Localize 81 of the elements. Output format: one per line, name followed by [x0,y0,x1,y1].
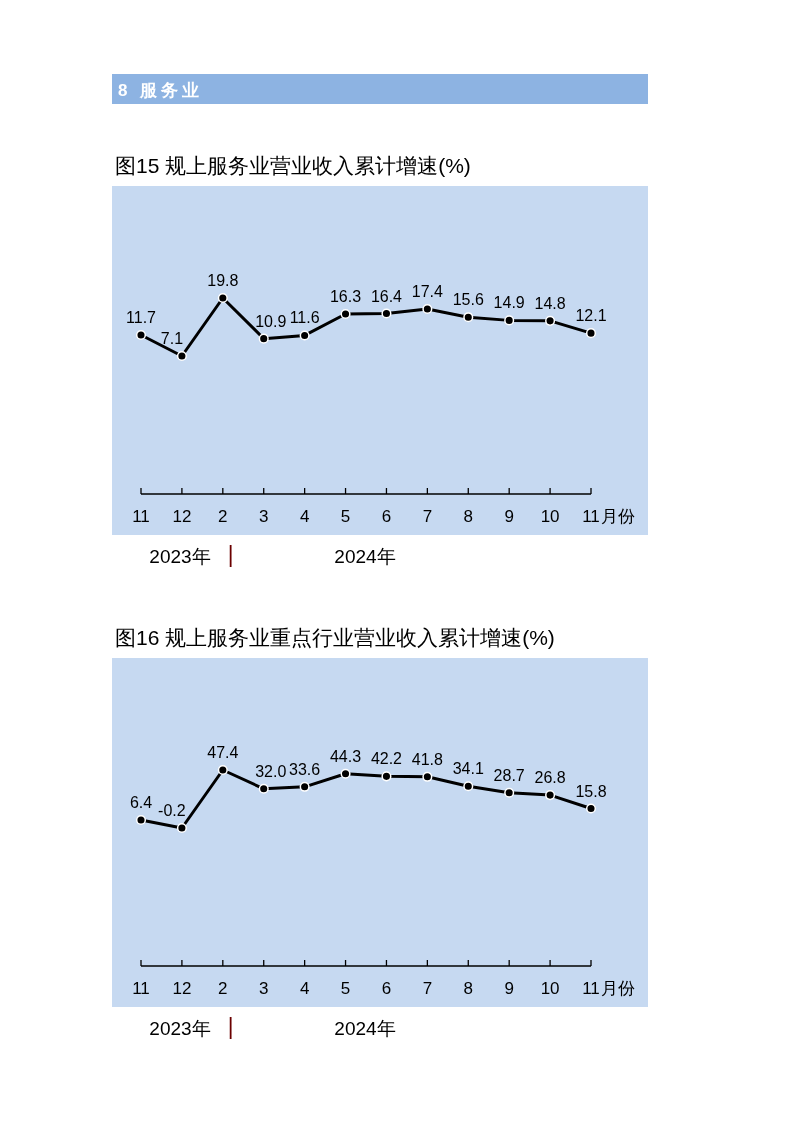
text: 2023年 [149,1018,211,1039]
x-tick-label: 12 [172,979,192,998]
point [422,771,433,782]
data-label: 11.7 [126,308,157,326]
x-tick-label: 2 [218,979,228,998]
point [422,303,433,315]
data-label: 17.4 [411,282,444,300]
point [135,814,147,826]
point [545,315,556,326]
point [299,330,310,341]
x-tick-label: 10 [540,979,560,998]
x-tick-label: 11 [582,507,600,526]
point [585,328,597,339]
x-tick-label: 3 [258,507,269,526]
point [217,292,228,304]
text: 2024年 [334,1018,396,1039]
section-heading: 8 服务业 [118,81,204,100]
x-tick-label: 9 [504,507,514,526]
data-label: 26.8 [534,769,566,787]
x-tick-label: 10 [540,507,560,526]
x-tick-label: 5 [340,507,351,526]
point [340,308,351,320]
x-tick-label: 8 [463,979,474,998]
data-label: 33.6 [289,760,321,778]
data-label: 12.1 [575,307,607,325]
text: 2024年 [334,546,396,567]
point [258,333,269,344]
point [299,781,310,792]
data-label: 6.4 [129,793,153,811]
point [381,308,392,319]
x-tick-label: 5 [340,979,351,998]
data-label: 34.1 [452,760,484,778]
x-tick-label: 6 [381,507,392,526]
x-tick-label: 8 [463,507,474,526]
data-label: 15.6 [452,291,484,309]
point [504,315,515,326]
point [176,350,187,362]
point [340,768,351,779]
data-label: 47.4 [207,744,239,761]
point [545,790,556,801]
point [176,822,187,834]
data-label: 7.1 [160,330,184,347]
x-tick-label: 7 [422,507,433,526]
point [258,783,269,794]
data-label: 11.6 [289,309,320,327]
text: 2023年 [149,546,211,567]
chart-title: 图16 规上服务业重点行业营业收入累计增速(%) [115,626,555,649]
data-label: -0.2 [158,802,186,819]
chart-title: 图15 规上服务业营业收入累计增速(%) [115,154,471,177]
data-label: 41.8 [411,750,444,768]
data-label: 32.0 [255,762,287,780]
x-tick-label: 4 [299,979,310,998]
x-axis-title: 月份 [601,507,635,526]
x-tick-label: 9 [504,979,514,998]
x-tick-label: 11 [132,979,150,998]
data-label: 14.9 [493,294,525,312]
data-label: 16.4 [370,287,403,305]
x-tick-label: 11 [582,979,600,998]
point [381,771,392,782]
x-tick-label: 6 [381,979,392,998]
point [463,781,474,792]
point [585,803,597,814]
data-label: 14.8 [534,294,566,312]
point [217,764,228,776]
x-tick-label: 7 [422,979,433,998]
data-label: 10.9 [255,312,287,330]
point [135,329,147,341]
data-label: 28.7 [493,766,525,784]
x-tick-label: 12 [172,507,192,526]
point [463,312,474,323]
x-tick-label: 11 [132,507,150,526]
x-tick-label: 3 [258,979,269,998]
x-tick-label: 2 [218,507,228,526]
x-axis-title: 月份 [601,979,635,998]
x-tick-label: 4 [299,507,310,526]
data-label: 19.8 [207,272,239,289]
point [504,787,515,798]
data-label: 44.3 [329,747,362,765]
data-label: 15.8 [575,782,607,800]
data-label: 16.3 [329,287,362,305]
data-label: 42.2 [370,750,403,768]
